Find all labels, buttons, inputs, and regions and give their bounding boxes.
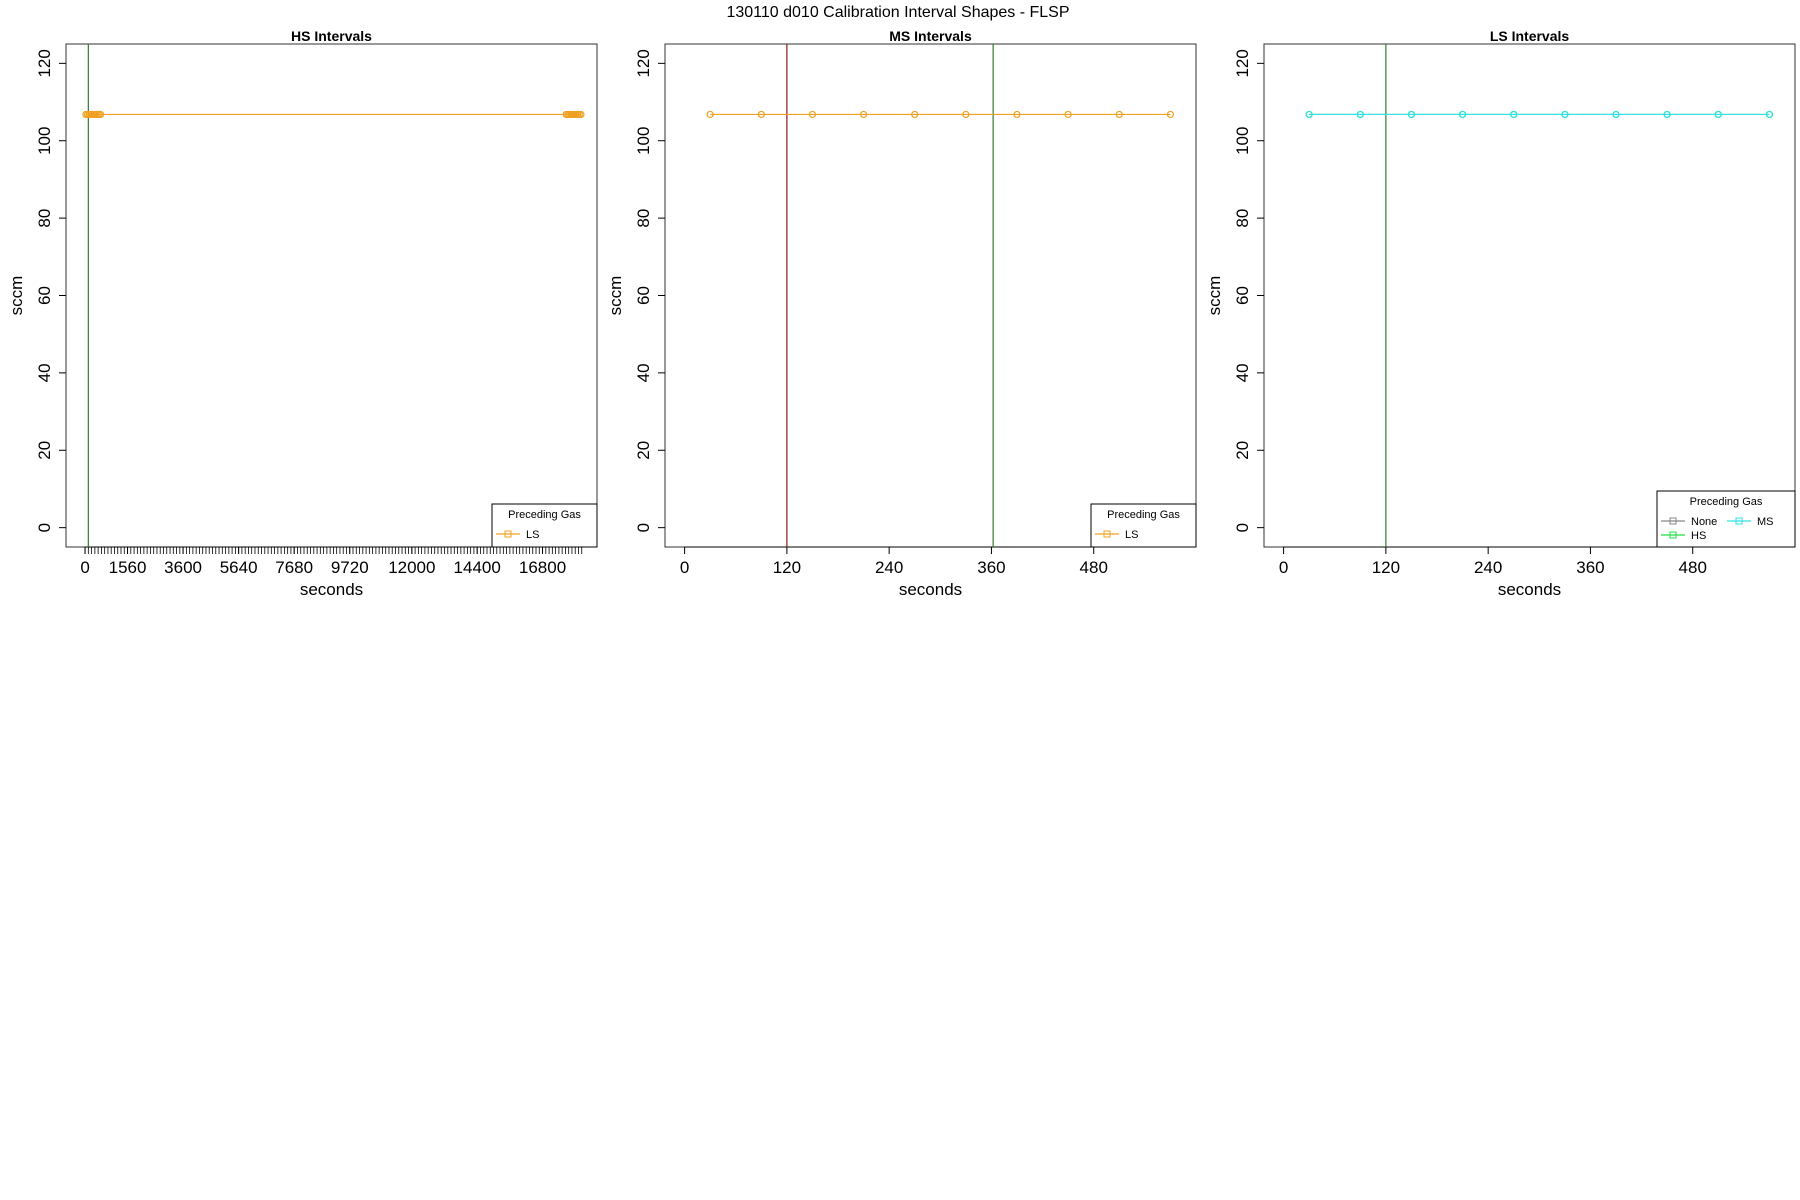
y-tick-label: 60 [35, 286, 54, 305]
legend-entry-label: None [1691, 516, 1717, 528]
legend-title: Preceding Gas [1107, 509, 1180, 521]
y-tick-label: 40 [35, 363, 54, 382]
x-axis-label: seconds [1498, 580, 1561, 599]
x-tick-label: 120 [1372, 558, 1400, 577]
y-tick-label: 80 [35, 209, 54, 228]
x-axis-label: seconds [899, 580, 962, 599]
x-tick-label: 360 [1576, 558, 1604, 577]
x-axis-label: seconds [300, 580, 363, 599]
legend: Preceding Gas LS [1090, 503, 1197, 548]
x-tick-label: 480 [1679, 558, 1707, 577]
chart-panel-3: LS Intervals 0 20 40 60 80 100 120 sccm 0 120 240 36… [1205, 28, 1796, 599]
data-point [1458, 110, 1467, 119]
data-point [1561, 110, 1569, 119]
legend-box [491, 503, 598, 548]
y-tick-label: 80 [634, 209, 653, 228]
y-tick-label: 100 [634, 127, 653, 155]
data-point [1356, 110, 1364, 119]
x-tick-label: 360 [977, 558, 1005, 577]
chart-panel-1: HS Intervals 0 20 40 60 80 100 120 sccm 0 1560 3600… [7, 28, 598, 599]
x-tick-label: 240 [875, 558, 903, 577]
data-point [1115, 110, 1123, 119]
legend-marker [1103, 530, 1111, 538]
data-point [96, 110, 105, 119]
y-tick-label: 0 [634, 523, 653, 532]
legend-entry-label: LS [526, 529, 539, 541]
data-point [1714, 110, 1722, 119]
x-tick-label: 5640 [220, 558, 258, 577]
x-tick-label: 7680 [275, 558, 313, 577]
legend-marker [1669, 517, 1677, 525]
legend-box [1656, 490, 1796, 548]
data-point [1663, 110, 1671, 119]
y-tick-label: 20 [634, 441, 653, 460]
y-tick-label: 100 [1233, 127, 1252, 155]
y-tick-label: 0 [35, 523, 54, 532]
y-axis-label: sccm [7, 276, 26, 316]
y-tick-label: 20 [35, 441, 54, 460]
legend-entry-label: LS [1125, 529, 1138, 541]
data-point [911, 110, 919, 119]
y-tick-label: 60 [1233, 286, 1252, 305]
y-tick-label: 40 [634, 363, 653, 382]
panel-title: HS Intervals [291, 28, 372, 44]
y-tick-label: 40 [1233, 363, 1252, 382]
data-point [859, 110, 868, 119]
data-point [1765, 110, 1774, 119]
y-axis-label: sccm [1205, 276, 1224, 316]
y-tick-label: 100 [35, 127, 54, 155]
x-tick-label: 120 [773, 558, 801, 577]
data-point [577, 110, 585, 119]
data-point [1510, 110, 1518, 119]
legend-box [1090, 503, 1197, 548]
figure-title: 130110 d010 Calibration Interval Shapes … [726, 4, 1069, 21]
y-tick-label: 120 [35, 49, 54, 77]
x-tick-label: 12000 [388, 558, 435, 577]
panel-title: LS Intervals [1490, 28, 1570, 44]
chart-panel-2: MS Intervals 0 20 40 60 80 100 120 sccm 0 120 240 36… [606, 28, 1197, 599]
data-point [1305, 110, 1313, 119]
legend-marker [1735, 517, 1743, 525]
x-tick-label: 0 [680, 558, 689, 577]
data-point [706, 110, 714, 119]
x-tick-label: 3600 [164, 558, 202, 577]
x-tick-label: 14400 [454, 558, 501, 577]
data-point [1013, 110, 1021, 119]
data-point [757, 110, 765, 119]
y-tick-label: 0 [1233, 523, 1252, 532]
legend-entry-label: HS [1691, 530, 1706, 542]
x-tick-label: 480 [1080, 558, 1108, 577]
data-point [808, 110, 817, 119]
x-tick-label: 1560 [109, 558, 147, 577]
data-point [1407, 110, 1416, 119]
x-tick-label: 16800 [519, 558, 566, 577]
legend-title: Preceding Gas [1690, 496, 1763, 508]
x-tick-label: 9720 [331, 558, 369, 577]
data-point [962, 110, 970, 119]
x-tick-label: 0 [80, 558, 89, 577]
legend-entry-label: MS [1757, 516, 1774, 528]
legend-marker [504, 530, 512, 538]
data-point [1166, 110, 1175, 119]
y-tick-label: 60 [634, 286, 653, 305]
x-tick-label: 0 [1279, 558, 1288, 577]
legend-title: Preceding Gas [508, 509, 581, 521]
y-tick-label: 80 [1233, 209, 1252, 228]
y-tick-label: 20 [1233, 441, 1252, 460]
data-point [1064, 110, 1072, 119]
panel-title: MS Intervals [889, 28, 972, 44]
legend: Preceding Gas LS [491, 503, 598, 548]
y-tick-label: 120 [1233, 49, 1252, 77]
y-axis-label: sccm [606, 276, 625, 316]
legend-marker [1669, 531, 1677, 539]
x-tick-label: 240 [1474, 558, 1502, 577]
data-point [1612, 110, 1620, 119]
y-tick-label: 120 [634, 49, 653, 77]
legend: Preceding Gas None MS HS [1656, 490, 1796, 548]
